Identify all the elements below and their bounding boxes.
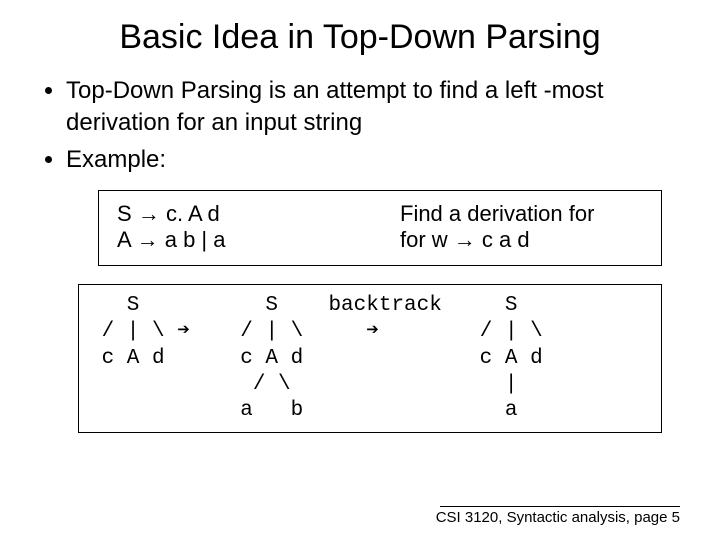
bullet-item: Example: <box>66 144 680 176</box>
rule-rhs: c. A d <box>166 201 220 226</box>
tree-line: / | \ ➔ / | \ ➔ / | \ <box>89 320 543 343</box>
footer-text: CSI 3120, Syntactic analysis, page 5 <box>436 509 680 526</box>
footer-rule <box>440 506 680 507</box>
bullet-item: Top-Down Parsing is an attempt to find a… <box>66 75 680 140</box>
grammar-box: S → c. A d A → a b | a Find a derivation… <box>98 190 662 266</box>
find-text-1: Find a derivation for <box>400 201 643 227</box>
rule-lhs: S <box>117 201 132 226</box>
bullet-list: Top-Down Parsing is an attempt to find a… <box>40 75 680 176</box>
slide: Basic Idea in Top-Down Parsing Top-Down … <box>0 0 720 433</box>
grammar-rule-1: S → c. A d <box>117 201 360 227</box>
rule-lhs: A <box>117 227 130 252</box>
rule-rhs: a b | a <box>165 227 226 252</box>
tree-line: c A d c A d c A d <box>89 347 543 370</box>
derivation-box: S S backtrack S / | \ ➔ / | \ ➔ / | \ c … <box>78 284 662 433</box>
grammar-rules: S → c. A d A → a b | a <box>117 201 360 253</box>
tree-line: / \ | <box>89 373 517 396</box>
slide-footer: CSI 3120, Syntactic analysis, page 5 <box>436 506 680 526</box>
find-text-2: for w → c a d <box>400 227 643 253</box>
arrow-icon: → <box>137 227 159 252</box>
tree-line: S S backtrack S <box>89 294 517 317</box>
grammar-target: Find a derivation for for w → c a d <box>360 201 643 253</box>
tree-line: a b a <box>89 399 517 422</box>
slide-title: Basic Idea in Top-Down Parsing <box>40 18 680 57</box>
arrow-icon: → <box>138 201 160 226</box>
derivation-tree: S S backtrack S / | \ ➔ / | \ ➔ / | \ c … <box>89 293 651 424</box>
grammar-rule-2: A → a b | a <box>117 227 360 253</box>
